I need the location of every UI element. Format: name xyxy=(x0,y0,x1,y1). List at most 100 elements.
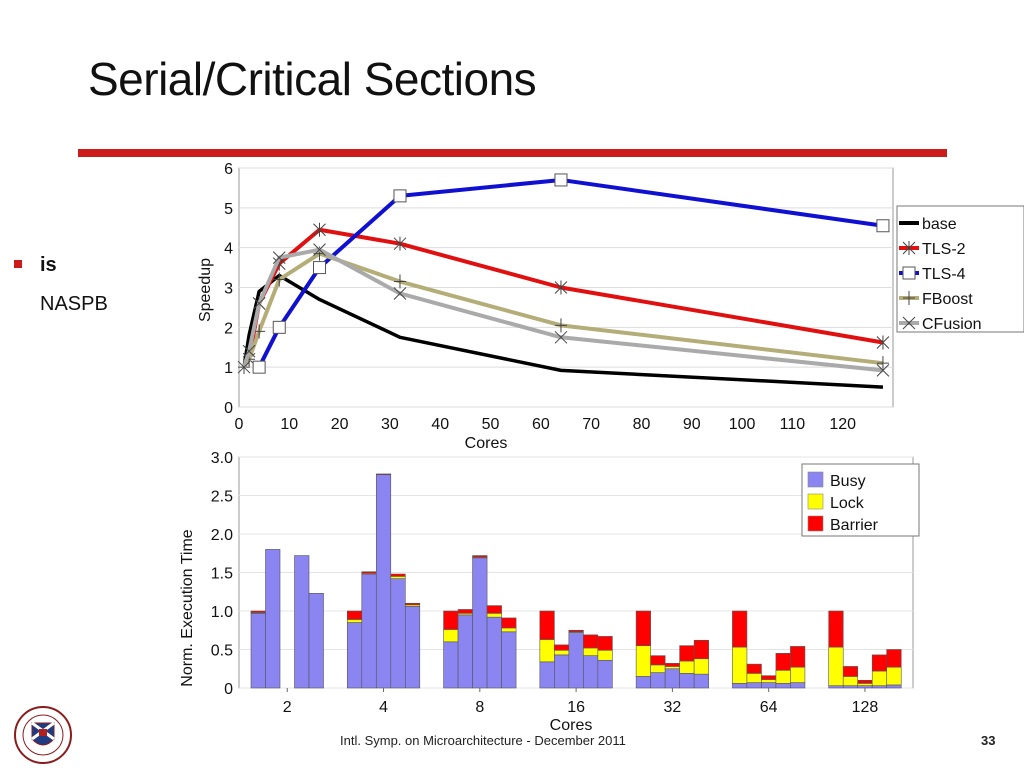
footer-conference: Intl. Symp. on Microarchitecture - Decem… xyxy=(340,733,626,748)
bar-segment-barrier xyxy=(250,610,266,613)
x-tick-label: 20 xyxy=(331,416,349,433)
bar-segment-barrier xyxy=(886,649,902,668)
bar-segment-busy xyxy=(746,682,762,689)
bar-segment-lock xyxy=(597,649,613,661)
bullet-text-bold: is xyxy=(40,254,57,276)
y-tick-label: 2.5 xyxy=(211,489,233,506)
bullet-square-icon xyxy=(14,260,22,268)
legend-marker-tls-2 xyxy=(902,241,916,255)
bar-segment-lock xyxy=(390,576,406,579)
bar-segment-busy xyxy=(457,614,473,689)
bar-segment-lock xyxy=(501,627,517,633)
bar-segment-lock xyxy=(746,673,762,683)
bar-segment-busy xyxy=(361,573,377,689)
bar-segment-barrier xyxy=(457,609,473,614)
bar-segment-busy xyxy=(583,655,599,689)
x-tick-label: 10 xyxy=(280,416,298,433)
bar-segment-busy xyxy=(486,616,502,689)
x-tick-label: 8 xyxy=(475,699,484,716)
bar-segment-barrier xyxy=(650,655,666,666)
bar-segment-busy xyxy=(554,654,570,689)
bar-segment-barrier xyxy=(842,666,859,677)
university-crest-logo xyxy=(14,706,72,764)
title-divider xyxy=(78,149,947,157)
bar-segment-barrier xyxy=(828,610,844,648)
data-point-fboost xyxy=(876,356,889,371)
bar-segment-lock xyxy=(650,664,666,673)
x-tick-label: 110 xyxy=(780,416,806,433)
x-tick-label: 40 xyxy=(431,416,449,433)
bar-segment-barrier xyxy=(539,610,555,640)
bar-segment-busy xyxy=(472,557,488,689)
x-tick-label: 60 xyxy=(532,416,550,433)
data-point-cfusion xyxy=(313,243,326,257)
bar-segment-barrier xyxy=(761,675,777,680)
data-point-tls-4 xyxy=(393,189,407,203)
x-tick-label: 90 xyxy=(683,416,701,433)
bar-segment-barrier xyxy=(501,617,517,629)
bar-segment-barrier xyxy=(375,473,392,476)
series-line-cfusion xyxy=(242,247,884,373)
bar-segment-busy xyxy=(390,578,406,689)
data-point-tls-2 xyxy=(393,236,407,251)
y-tick-label: 3 xyxy=(224,281,233,298)
bar-segment-busy xyxy=(501,631,517,689)
bar-segment-busy xyxy=(761,682,777,689)
x-tick-label: 70 xyxy=(582,416,600,433)
bar-segment-busy xyxy=(790,682,806,689)
bar-segment-lock xyxy=(443,629,459,643)
bar-segment-barrier xyxy=(635,610,651,646)
bar-segment-busy xyxy=(871,685,888,689)
bar-segment-lock xyxy=(842,676,859,686)
x-tick-label: 4 xyxy=(379,699,388,716)
bar-segment-lock xyxy=(539,639,555,663)
bar-segment-barrier xyxy=(679,645,695,662)
bar-segment-busy xyxy=(568,632,584,689)
bar-segment-barrier xyxy=(597,636,613,651)
bar-segment-lock xyxy=(886,666,902,686)
legend-marker-cfusion xyxy=(902,316,916,330)
y-tick-label: 0 xyxy=(224,400,233,417)
bar-segment-busy xyxy=(732,683,748,689)
y-axis-label: Norm. Execution Time xyxy=(179,529,196,686)
bar-segment-lock xyxy=(775,669,791,684)
bar-segment-busy xyxy=(597,659,613,689)
bar-segment-lock xyxy=(857,683,873,686)
y-tick-label: 1 xyxy=(224,360,233,377)
data-point-fboost xyxy=(554,318,567,333)
y-tick-label: 1.5 xyxy=(211,566,233,583)
data-point-tls-2 xyxy=(554,280,568,295)
bar-segment-lock xyxy=(664,666,680,670)
bar-segment-barrier xyxy=(857,679,873,684)
bar-segment-busy xyxy=(842,685,859,689)
x-axis-label: Cores xyxy=(550,717,593,734)
data-point-cfusion xyxy=(237,360,251,374)
bar-segment-barrier xyxy=(871,654,888,672)
bar-segment-busy xyxy=(693,673,709,689)
data-point-cfusion xyxy=(393,287,407,300)
bar-segment-busy xyxy=(664,668,680,689)
bar-segment-lock xyxy=(761,679,777,683)
y-tick-label: 1.0 xyxy=(211,604,233,621)
bar-segment-barrier xyxy=(390,573,406,577)
legend-swatch-lock xyxy=(807,493,824,510)
series-line-tls-4 xyxy=(257,177,884,369)
bar-segment-lock xyxy=(871,670,888,686)
bar-segment-lock xyxy=(732,646,748,684)
slide-title: Serial/Critical Sections xyxy=(88,53,537,105)
data-point-tls-4 xyxy=(554,173,568,187)
bar-segment-lock xyxy=(828,646,844,686)
bar-segment-barrier xyxy=(732,610,748,648)
x-tick-label: 50 xyxy=(482,416,500,433)
data-point-cfusion xyxy=(876,363,890,377)
data-point-tls-2 xyxy=(876,335,890,350)
y-tick-label: 3.0 xyxy=(211,450,233,467)
data-point-tls-4 xyxy=(252,360,266,374)
bar-segment-busy xyxy=(404,606,421,689)
y-axis-label: Speedup xyxy=(197,258,214,322)
legend-label-lock: Lock xyxy=(830,495,865,512)
bar-segment-barrier xyxy=(486,605,502,614)
data-point-fboost xyxy=(273,272,286,287)
data-point-tls-4 xyxy=(876,219,890,233)
